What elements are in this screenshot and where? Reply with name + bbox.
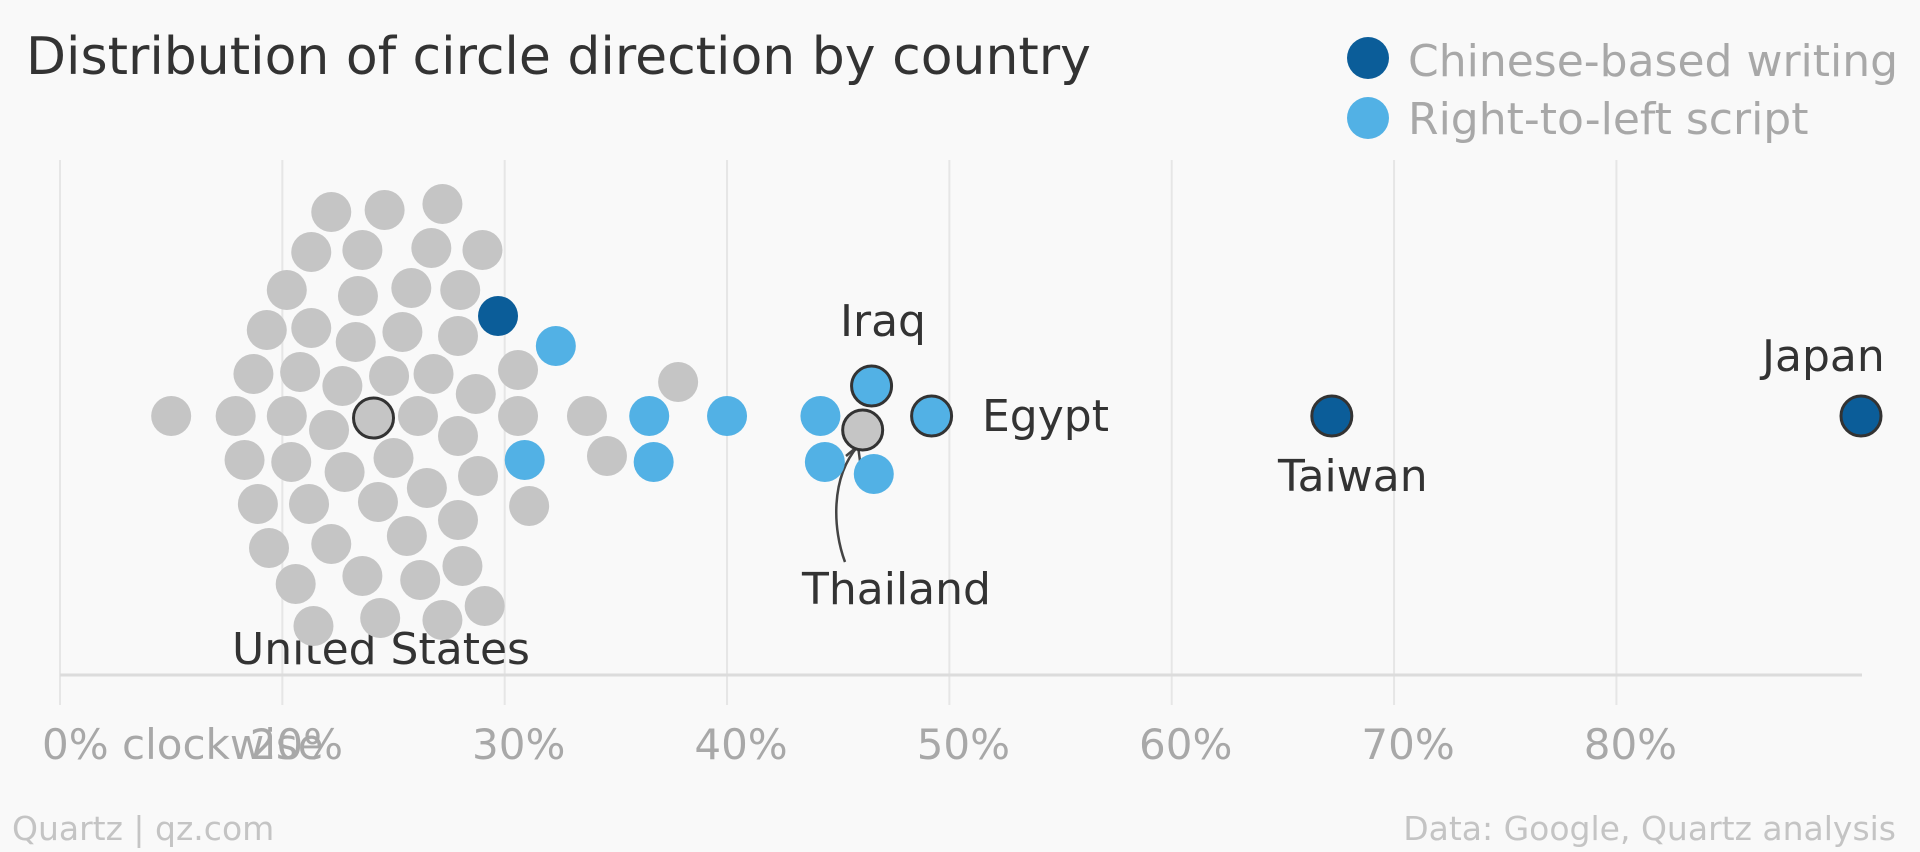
footer-source-left: Quartz | qz.com [12,809,274,848]
data-point-48 [462,230,503,270]
data-point-7 [266,396,307,436]
data-point-54 [509,486,550,526]
data-point-27 [360,598,401,638]
data-point-43 [437,500,478,540]
legend-label-rtl: Right-to-left script [1408,94,1808,145]
data-point-21 [335,322,376,362]
data-point-8 [266,270,307,310]
data-point-61 [707,396,748,436]
data-point-9 [271,442,312,482]
data-point-45 [442,546,483,586]
x-tick-label-6: 70% [1361,720,1454,769]
annotation-japan: Japan [1759,331,1885,382]
x-tick-label-2: 30% [472,720,565,769]
x-tick-label-3: 40% [694,720,787,769]
x-tick-label-5: 60% [1139,720,1232,769]
data-point-58 [629,396,670,436]
data-point-13 [291,308,332,348]
data-point-2 [224,440,265,480]
data-point-57 [586,436,627,476]
data-point-56 [566,396,607,436]
x-tick-label-1: 20% [250,720,343,769]
data-point-17 [311,524,352,564]
data-point-12 [289,484,330,524]
data-point-60 [658,362,699,402]
legend-label-chinese: Chinese-based writing [1408,36,1898,87]
data-point-34 [397,396,438,436]
data-point-40 [422,184,463,224]
legend: Chinese-based writing Right-to-left scri… [1347,36,1898,145]
data-point-iraq [850,364,894,408]
data-point-36 [406,468,447,508]
data-point-6 [249,528,290,568]
data-point-20 [324,452,365,492]
data-point-japan [1839,394,1883,438]
data-point-5 [246,310,287,350]
data-point-10 [275,564,316,604]
data-point-44 [440,270,481,310]
x-tick-label-7: 80% [1584,720,1677,769]
data-point-28 [364,190,405,230]
data-point-39 [422,600,463,640]
data-points [151,184,1883,646]
data-point-47 [458,456,499,496]
data-point-19 [322,366,363,406]
data-point-41 [437,416,478,456]
data-point-66 [853,454,894,494]
data-point-32 [386,516,427,556]
legend-swatch-rtl [1347,97,1389,139]
data-point-62 [800,396,841,436]
data-point-37 [411,228,452,268]
data-point-11 [280,352,321,392]
data-point-33 [391,268,432,308]
data-point-united-states [352,396,396,440]
data-point-53 [504,440,545,480]
data-point-egypt [910,394,954,438]
data-point-26 [357,482,398,522]
data-point-31 [382,312,423,352]
data-point-52 [498,350,539,390]
gridlines [59,160,1618,705]
data-point-63 [804,442,845,482]
data-point-4 [237,484,278,524]
footer-source-right: Data: Google, Quartz analysis [1403,809,1896,848]
data-point-14 [291,232,332,272]
data-point-30 [373,438,414,478]
annotation-egypt: Egypt [982,391,1109,442]
data-point-55 [535,326,576,366]
data-point-49 [464,586,505,626]
data-point-59 [633,442,674,482]
data-point-22 [337,276,378,316]
data-point-taiwan [1310,394,1354,438]
data-point-51 [498,396,539,436]
data-point-46 [455,374,496,414]
data-point-15 [293,606,334,646]
annotations: Iraq Egypt Taiwan Japan Thailand United … [232,296,1885,675]
data-point-3 [233,354,274,394]
data-point-50 [478,296,519,336]
x-tick-label-0: 0% clockwise [42,720,324,769]
data-point-1 [215,396,256,436]
data-point-0 [151,396,192,436]
data-point-38 [413,354,454,394]
chart-title: Distribution of circle direction by coun… [26,27,1091,87]
data-point-35 [400,560,441,600]
data-point-29 [369,356,410,396]
annotation-thailand: Thailand [801,564,991,615]
data-point-23 [342,556,383,596]
annotation-taiwan: Taiwan [1277,451,1428,502]
annotation-arrow-thailand [835,445,859,563]
data-point-24 [342,230,383,270]
data-point-42 [437,316,478,356]
legend-swatch-chinese [1347,37,1389,79]
data-point-18 [311,192,352,232]
data-point-thailand [841,408,885,452]
x-tick-label-4: 50% [917,720,1010,769]
annotation-iraq: Iraq [840,296,926,347]
data-point-16 [309,410,350,450]
